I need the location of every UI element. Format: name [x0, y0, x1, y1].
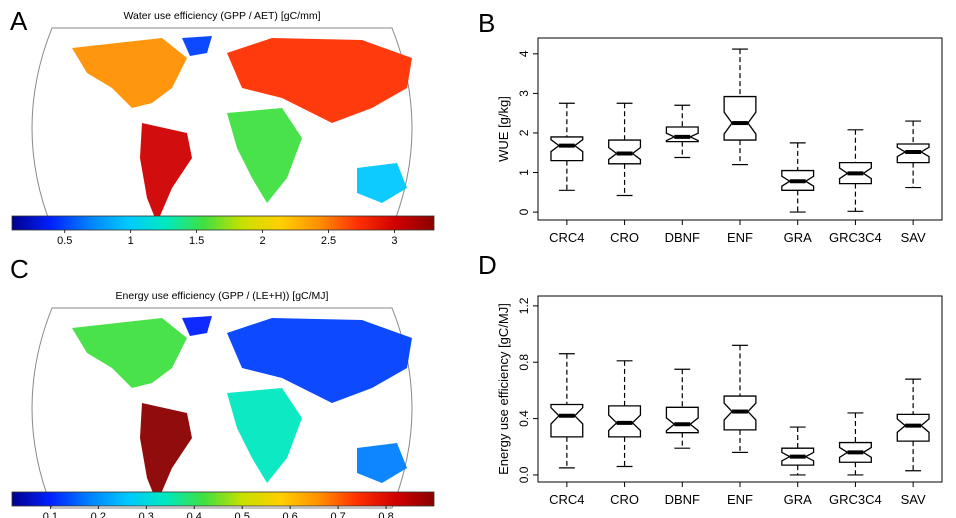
- box-ENF: [723, 48, 757, 166]
- y-tick-label: 0: [517, 208, 531, 215]
- x-tick-label: CRC4: [549, 492, 584, 507]
- y-tick-label: 4: [517, 50, 531, 57]
- box-body: [550, 403, 584, 438]
- x-tick-label: CRO: [610, 492, 639, 507]
- x-tick-label: ENF: [727, 492, 753, 507]
- box-SAV: [896, 378, 930, 472]
- x-tick-label: SAV: [901, 230, 926, 245]
- colorbar-tick-label: 0.8: [378, 511, 393, 518]
- y-tick-label: 1: [517, 169, 531, 176]
- landmass-1: [140, 123, 192, 223]
- colorbar-tick-label: 2: [260, 235, 266, 247]
- panel-letter-d: D: [478, 250, 497, 280]
- box-CRC4: [550, 353, 584, 469]
- box-CRC4: [550, 102, 584, 191]
- x-tick-label: GRA: [784, 230, 813, 245]
- x-tick-label: GRC3C4: [829, 230, 882, 245]
- panel-letter-a: A: [10, 6, 28, 36]
- box-CRO: [608, 360, 642, 468]
- x-tick-label: ENF: [727, 230, 753, 245]
- colorbar-bar: [11, 215, 435, 231]
- map-title-wue: Water use efficiency (GPP / AET) [gC/mm]: [123, 10, 321, 22]
- colorbar-tick-label: 3: [391, 235, 397, 247]
- box-body: [665, 406, 699, 434]
- colorbar-tick-label: 0.5: [235, 511, 250, 518]
- landmass-5: [182, 316, 212, 336]
- box-DBNF: [665, 104, 699, 159]
- box-GRC3C4: [838, 412, 872, 476]
- y-tick-label: 0.4: [517, 410, 531, 427]
- colorbar-tick-label: 2.5: [321, 235, 336, 247]
- y-tick-label: 0.8: [517, 354, 531, 371]
- colorbar-tick-label: 0.4: [187, 511, 202, 518]
- box-GRA: [781, 426, 815, 476]
- box-body: [723, 95, 757, 141]
- box-SAV: [896, 120, 930, 189]
- colorbar-tick-label: 0.5: [57, 235, 72, 247]
- colorbar-bar: [11, 491, 435, 507]
- colorbar-tick-label: 1.5: [189, 235, 204, 247]
- box-ENF: [723, 344, 757, 454]
- map-title-euce: Energy use efficiency (GPP / (LE+H)) [gC…: [115, 290, 329, 302]
- box-CRO: [608, 102, 642, 197]
- x-tick-label: CRO: [610, 230, 639, 245]
- landmass-1: [140, 403, 192, 503]
- x-tick-label: CRC4: [549, 230, 584, 245]
- x-tick-label: GRA: [784, 492, 813, 507]
- colorbar-tick-label: 0.2: [91, 511, 106, 518]
- box-DBNF: [665, 368, 699, 449]
- y-tick-label: 3: [517, 90, 531, 97]
- y-tick-label: 1.2: [517, 297, 531, 314]
- panel-letter-c: C: [10, 254, 29, 284]
- landmass-4: [357, 443, 407, 483]
- landmass-0: [72, 318, 187, 388]
- landmass-5: [182, 36, 212, 56]
- y-axis-label: Energy use efficiency [gC/MJ]: [496, 303, 511, 475]
- x-tick-label: DBNF: [665, 230, 700, 245]
- landmass-0: [72, 38, 187, 108]
- y-tick-label: 2: [517, 129, 531, 136]
- colorbar-tick-label: 1: [128, 235, 134, 247]
- landmass-3: [227, 388, 302, 483]
- x-tick-label: SAV: [901, 492, 926, 507]
- y-axis-label: WUE [g/kg]: [496, 96, 511, 162]
- landmass-3: [227, 108, 302, 203]
- landmass-2: [227, 318, 412, 403]
- box-GRC3C4: [838, 129, 872, 212]
- colorbar-tick-label: 0.7: [330, 511, 345, 518]
- x-tick-label: GRC3C4: [829, 492, 882, 507]
- colorbar-tick-label: 0.3: [139, 511, 154, 518]
- box-body: [896, 413, 930, 442]
- landmass-4: [357, 163, 407, 203]
- y-tick-label: 0.0: [517, 466, 531, 483]
- x-tick-label: DBNF: [665, 492, 700, 507]
- panel-letter-b: B: [478, 8, 496, 38]
- box-body: [550, 136, 584, 162]
- colorbar-tick-label: 0.6: [282, 511, 297, 518]
- colorbar-tick-label: 0.1: [43, 511, 58, 518]
- landmass-2: [227, 38, 412, 123]
- box-GRA: [781, 142, 815, 213]
